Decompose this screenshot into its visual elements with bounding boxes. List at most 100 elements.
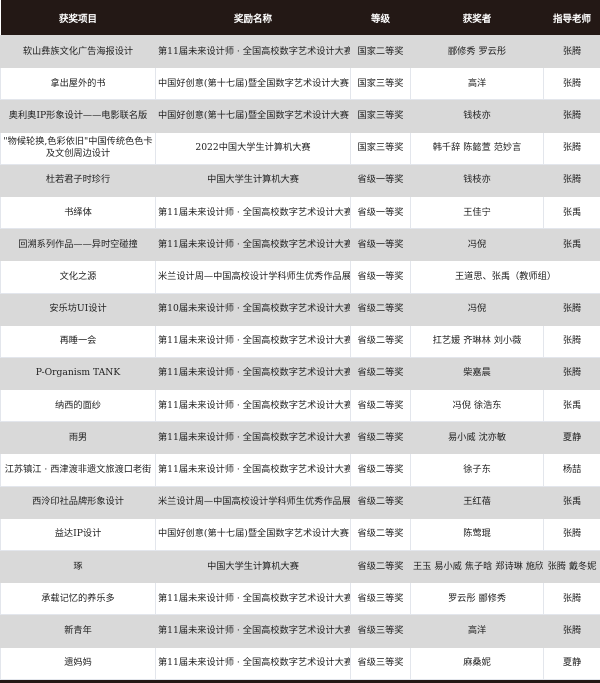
cell-award: 第11届未来设计师 · 全国高校数字艺术设计大赛	[156, 36, 351, 68]
cell-winners: 王玉 易小威 焦子晗 郑诗琳 施欣宁	[411, 551, 544, 583]
cell-level: 省级三等奖	[351, 615, 411, 647]
cell-project: 西泠印社品牌形象设计	[1, 486, 156, 518]
cell-award: 2022中国大学生计算机大赛	[156, 132, 351, 164]
table-row: 软山彝族文化广告海报设计第11届未来设计师 · 全国高校数字艺术设计大赛国家二等…	[1, 36, 600, 68]
cell-winners: 柴嘉晨	[411, 357, 544, 389]
cell-teacher: 张腾	[544, 100, 600, 132]
cell-level: 省级二等奖	[351, 454, 411, 486]
cell-project: 遗妈妈	[1, 647, 156, 679]
cell-level: 省级一等奖	[351, 164, 411, 196]
cell-level: 省级一等奖	[351, 261, 411, 293]
cell-winners: 王佳宁	[411, 196, 544, 228]
cell-teacher: 夏静	[544, 647, 600, 679]
cell-project: 雨男	[1, 422, 156, 454]
cell-award: 第11届未来设计师 · 全国高校数字艺术设计大赛	[156, 325, 351, 357]
cell-level: 省级一等奖	[351, 229, 411, 261]
cell-level: 国家三等奖	[351, 68, 411, 100]
table-row: 纳西的面纱第11届未来设计师 · 全国高校数字艺术设计大赛省级二等奖冯倪 徐浩东…	[1, 390, 600, 422]
cell-teacher: 张腾	[544, 293, 600, 325]
cell-award: 第11届未来设计师 · 全国高校数字艺术设计大赛	[156, 615, 351, 647]
cell-project: 奥利奥IP形象设计——电影联名版	[1, 100, 156, 132]
table-row: 西泠印社品牌形象设计米兰设计周—中国高校设计学科师生优秀作品展省级二等奖王红蓓张…	[1, 486, 600, 518]
cell-winners: 韩千辞 陈懿萱 范妙言	[411, 132, 544, 164]
cell-level: 国家三等奖	[351, 132, 411, 164]
table-row: 杜若君子时珍行中国大学生计算机大赛省级一等奖钱枝亦张腾	[1, 164, 600, 196]
cell-project: 益达IP设计	[1, 518, 156, 550]
cell-project: "物候轮换,色彩依旧"中国传统色色卡及文创周边设计	[1, 132, 156, 164]
cell-project: 纳西的面纱	[1, 390, 156, 422]
cell-award: 第11届未来设计师 · 全国高校数字艺术设计大赛	[156, 583, 351, 615]
table-row: 江苏镇江 · 西津渡非遗文旅渡口老街第11届未来设计师 · 全国高校数字艺术设计…	[1, 454, 600, 486]
cell-project: 江苏镇江 · 西津渡非遗文旅渡口老街	[1, 454, 156, 486]
table-row: 再睡一会第11届未来设计师 · 全国高校数字艺术设计大赛省级二等奖扛艺媛 齐琳林…	[1, 325, 600, 357]
cell-level: 省级三等奖	[351, 647, 411, 679]
cell-project: 书绎体	[1, 196, 156, 228]
cell-winners: 钱枝亦	[411, 164, 544, 196]
cell-winners: 扛艺媛 齐琳林 刘小薇	[411, 325, 544, 357]
cell-award: 第11届未来设计师 · 全国高校数字艺术设计大赛	[156, 229, 351, 261]
cell-award: 第11届未来设计师 · 全国高校数字艺术设计大赛	[156, 390, 351, 422]
table-row: 安乐坊UI设计第10届未来设计师 · 全国高校数字艺术设计大赛省级二等奖冯倪张腾	[1, 293, 600, 325]
cell-award: 第10届未来设计师 · 全国高校数字艺术设计大赛	[156, 293, 351, 325]
cell-teacher: 张腾	[544, 132, 600, 164]
cell-teacher: 夏静	[544, 422, 600, 454]
cell-winners: 冯倪	[411, 293, 544, 325]
cell-winners: 易小威 沈亦敏	[411, 422, 544, 454]
cell-teacher: 张腾	[544, 68, 600, 100]
header-project: 获奖项目	[1, 0, 156, 36]
table-row: 新青年第11届未来设计师 · 全国高校数字艺术设计大赛省级三等奖高洋张腾	[1, 615, 600, 647]
cell-level: 国家二等奖	[351, 36, 411, 68]
cell-teacher: 张禹	[544, 390, 600, 422]
table-row: 文化之源米兰设计周—中国高校设计学科师生优秀作品展省级一等奖王道思、张禹（教师组…	[1, 261, 600, 293]
cell-teacher: 张腾	[544, 36, 600, 68]
table-row: 雨男第11届未来设计师 · 全国高校数字艺术设计大赛省级二等奖易小威 沈亦敏夏静	[1, 422, 600, 454]
cell-winners: 郦修秀 罗云彤	[411, 36, 544, 68]
cell-award: 中国好创意(第十七届)暨全国数字艺术设计大赛	[156, 100, 351, 132]
cell-project: 软山彝族文化广告海报设计	[1, 36, 156, 68]
cell-level: 省级一等奖	[351, 196, 411, 228]
cell-winners: 高洋	[411, 615, 544, 647]
table-row: 奥利奥IP形象设计——电影联名版中国好创意(第十七届)暨全国数字艺术设计大赛国家…	[1, 100, 600, 132]
cell-teacher: 杨喆	[544, 454, 600, 486]
table-row: 遗妈妈第11届未来设计师 · 全国高校数字艺术设计大赛省级三等奖麻桑妮夏静	[1, 647, 600, 679]
cell-level: 省级二等奖	[351, 293, 411, 325]
cell-winners: 徐子东	[411, 454, 544, 486]
cell-award: 第11届未来设计师 · 全国高校数字艺术设计大赛	[156, 357, 351, 389]
cell-winners: 冯倪 徐浩东	[411, 390, 544, 422]
cell-level: 国家三等奖	[351, 100, 411, 132]
cell-teacher: 张禹	[544, 196, 600, 228]
cell-award: 中国好创意(第十七届)暨全国数字艺术设计大赛	[156, 518, 351, 550]
cell-teacher: 张腾 戴冬妮	[544, 551, 600, 583]
cell-winners: 钱枝亦	[411, 100, 544, 132]
cell-teacher: 张腾	[544, 583, 600, 615]
cell-winners: 冯倪	[411, 229, 544, 261]
cell-level: 省级二等奖	[351, 422, 411, 454]
table-row: 承载记忆的养乐多第11届未来设计师 · 全国高校数字艺术设计大赛省级三等奖罗云彤…	[1, 583, 600, 615]
table-row: 拿出屋外的书中国好创意(第十七届)暨全国数字艺术设计大赛国家三等奖高洋张腾	[1, 68, 600, 100]
table-row: 琢中国大学生计算机大赛省级二等奖王玉 易小威 焦子晗 郑诗琳 施欣宁张腾 戴冬妮	[1, 551, 600, 583]
cell-teacher: 张禹	[544, 486, 600, 518]
cell-project: 新青年	[1, 615, 156, 647]
cell-project: 琢	[1, 551, 156, 583]
cell-award: 米兰设计周—中国高校设计学科师生优秀作品展	[156, 486, 351, 518]
cell-level: 省级三等奖	[351, 583, 411, 615]
cell-teacher: 张腾	[544, 615, 600, 647]
cell-teacher: 张禹	[544, 229, 600, 261]
bottom-border	[0, 680, 600, 683]
cell-winners: 王道思、张禹（教师组）	[411, 261, 600, 293]
cell-winners: 高洋	[411, 68, 544, 100]
cell-project: 回溯系列作品——异时空碰撞	[1, 229, 156, 261]
cell-award: 米兰设计周—中国高校设计学科师生优秀作品展	[156, 261, 351, 293]
table-row: 书绎体第11届未来设计师 · 全国高校数字艺术设计大赛省级一等奖王佳宁张禹	[1, 196, 600, 228]
cell-award: 第11届未来设计师 · 全国高校数字艺术设计大赛	[156, 196, 351, 228]
cell-teacher: 张腾	[544, 518, 600, 550]
cell-teacher: 张腾	[544, 325, 600, 357]
cell-award: 中国大学生计算机大赛	[156, 164, 351, 196]
cell-project: 拿出屋外的书	[1, 68, 156, 100]
header-winners: 获奖者	[411, 0, 544, 36]
cell-winners: 陈莺琨	[411, 518, 544, 550]
cell-winners: 罗云彤 郦修秀	[411, 583, 544, 615]
table-row: 回溯系列作品——异时空碰撞第11届未来设计师 · 全国高校数字艺术设计大赛省级一…	[1, 229, 600, 261]
